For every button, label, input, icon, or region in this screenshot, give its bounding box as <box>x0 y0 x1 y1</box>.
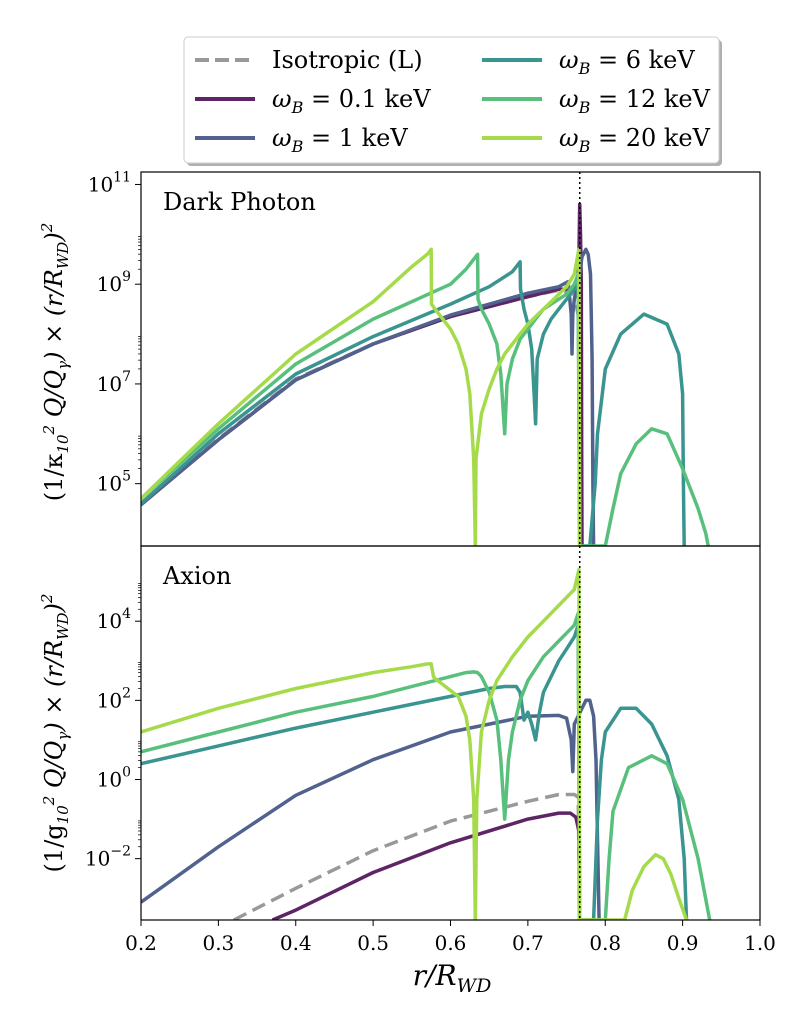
x-tick-label: 0.8 <box>589 931 621 955</box>
series-line <box>141 623 689 920</box>
y-tick-label: 109 <box>97 269 131 296</box>
series-line <box>271 811 582 920</box>
panel-frame <box>140 171 761 547</box>
series-line <box>141 698 601 920</box>
legend-entry: ωB = 20 keV <box>482 124 711 156</box>
panel-axion: 10−2 100 102 104 Axion <box>85 545 761 921</box>
legend-label: ωB = 1 keV <box>272 124 408 156</box>
legend-label: ωB = 0.1 keV <box>272 85 431 117</box>
series-line <box>141 252 710 546</box>
legend-label: Isotropic (L) <box>272 46 423 74</box>
legend: Isotropic (L) ωB = 0.1 keV ωB = 1 keV ωB = … <box>183 36 722 166</box>
x-tick-label: 0.2 <box>125 931 157 955</box>
x-tick-label: 0.9 <box>667 931 699 955</box>
y-tick-label: 10−2 <box>85 844 131 871</box>
svg-text:(1/κ102 Q/Qγ) × (r/RWD)2: (1/κ102 Q/Qγ) × (r/RWD)2 <box>38 223 72 502</box>
series-line <box>141 288 582 546</box>
x-tick-label: 0.4 <box>280 931 312 955</box>
y-tick-label: 102 <box>97 685 131 712</box>
x-tick-label: 0.6 <box>435 931 467 955</box>
panel-label: Axion <box>162 562 231 590</box>
legend-box <box>183 36 720 164</box>
y-axis-label-dark-photon: (1/κ102 Q/Qγ) × (r/RWD)2 <box>38 223 72 502</box>
panel-dark-photon: 105 107 109 1011 Dark Photon <box>88 169 761 547</box>
x-tick-label: 1.0 <box>744 931 776 955</box>
series-group <box>141 567 712 920</box>
legend-entry: Isotropic (L) <box>195 46 423 74</box>
legend-label: ωB = 12 keV <box>559 85 711 117</box>
x-axis-label: r/RWD <box>413 959 492 997</box>
x-tick-label: 0.5 <box>357 931 389 955</box>
svg-text:(1/g102 Q/Qγ) × (r/RWD)2: (1/g102 Q/Qγ) × (r/RWD)2 <box>38 594 72 873</box>
legend-label: ωB = 20 keV <box>559 124 711 156</box>
series-line <box>141 567 689 920</box>
y-tick-label: 107 <box>97 369 131 396</box>
x-tick-label: 0.3 <box>202 931 234 955</box>
series-line <box>233 792 582 920</box>
series-line <box>141 247 582 546</box>
series-line <box>141 202 584 546</box>
legend-entry: ωB = 1 keV <box>195 124 408 156</box>
y-tick-label: 100 <box>97 765 131 792</box>
series-group <box>141 202 710 546</box>
panel-label: Dark Photon <box>163 188 316 216</box>
legend-label: ωB = 6 keV <box>559 46 695 78</box>
x-axis: 0.2 0.3 0.4 0.5 0.6 0.7 0.8 0.9 1.0 <box>125 920 776 955</box>
y-tick-label: 1011 <box>88 169 131 196</box>
y-tick-label: 104 <box>97 606 131 633</box>
series-line <box>141 247 596 546</box>
series-line <box>141 260 686 546</box>
y-tick-label: 105 <box>97 469 131 496</box>
legend-entry: ωB = 12 keV <box>482 85 711 117</box>
legend-entries: Isotropic (L) ωB = 0.1 keV ωB = 1 keV ωB = … <box>195 46 711 156</box>
legend-entry: ωB = 6 keV <box>482 46 695 78</box>
series-line <box>141 611 712 920</box>
x-tick-label: 0.7 <box>512 931 544 955</box>
y-axis-label-axion: (1/g102 Q/Qγ) × (r/RWD)2 <box>38 594 72 873</box>
legend-entry: ωB = 0.1 keV <box>195 85 431 117</box>
